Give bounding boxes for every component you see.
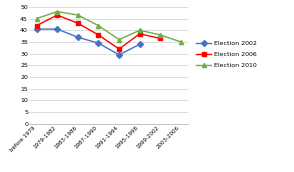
Line: Election 2006: Election 2006 xyxy=(34,13,162,51)
Line: Election 2002: Election 2002 xyxy=(34,27,142,57)
Election 2002 xyxy=(138,43,141,45)
Election 2006 xyxy=(138,33,141,35)
Election 2010 xyxy=(97,25,100,27)
Election 2010 xyxy=(179,41,183,43)
Election 2010 xyxy=(56,10,59,13)
Election 2006 xyxy=(97,34,100,36)
Election 2002 xyxy=(97,42,100,44)
Election 2010 xyxy=(117,39,121,41)
Election 2010 xyxy=(138,29,141,31)
Election 2010 xyxy=(76,14,80,16)
Election 2010 xyxy=(35,18,39,20)
Election 2006 xyxy=(117,48,121,50)
Election 2002 xyxy=(117,54,121,56)
Election 2002 xyxy=(35,28,39,30)
Election 2006 xyxy=(35,25,39,27)
Election 2006 xyxy=(76,22,80,24)
Election 2002 xyxy=(76,36,80,38)
Legend: Election 2002, Election 2006, Election 2010: Election 2002, Election 2006, Election 2… xyxy=(194,39,259,69)
Election 2010 xyxy=(158,34,162,36)
Line: Election 2010: Election 2010 xyxy=(34,9,183,44)
Election 2002 xyxy=(56,28,59,30)
Election 2006 xyxy=(158,37,162,40)
Election 2006 xyxy=(56,14,59,16)
